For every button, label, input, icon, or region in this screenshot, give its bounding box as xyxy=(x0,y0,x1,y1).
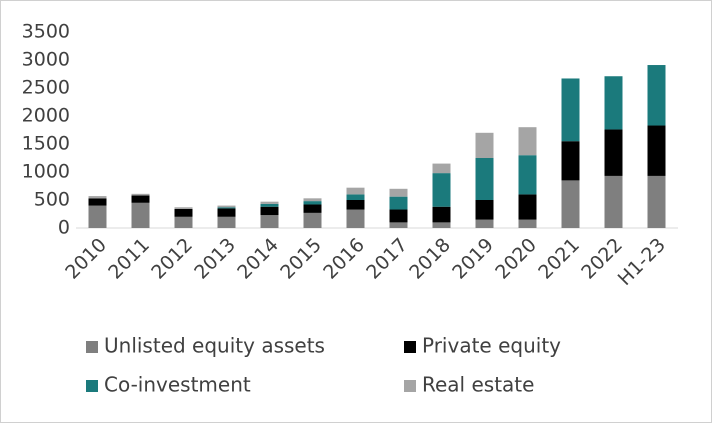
bar-segment xyxy=(647,125,666,176)
bar-segment xyxy=(346,194,365,200)
bar-segment xyxy=(346,187,365,195)
bar-segment xyxy=(303,198,322,202)
y-tick-label: 1500 xyxy=(22,133,70,155)
bar-segment xyxy=(217,207,236,209)
bar-segment xyxy=(303,204,322,213)
legend-label: Real estate xyxy=(422,373,534,397)
bar-segment xyxy=(303,212,322,228)
bar-segment xyxy=(432,222,451,228)
bar-segment xyxy=(88,198,107,206)
legend-label: Co-investment xyxy=(104,373,251,397)
bar-segment xyxy=(260,201,279,204)
bar-segment xyxy=(518,127,537,156)
y-tick-label: 500 xyxy=(34,189,70,211)
legend-swatch xyxy=(86,341,98,353)
y-tick-label: 3500 xyxy=(22,21,70,43)
bar-segment xyxy=(174,207,193,209)
bar-segment xyxy=(518,219,537,228)
bar-segment xyxy=(217,205,236,208)
y-tick-label: 3000 xyxy=(22,49,70,71)
bar-segment xyxy=(432,206,451,223)
bar-segment xyxy=(346,200,365,210)
bar-segment xyxy=(303,201,322,205)
y-tick-label: 2500 xyxy=(22,77,70,99)
bar-segment xyxy=(260,215,279,228)
bar-segment xyxy=(561,180,580,228)
bar-segment xyxy=(217,216,236,228)
y-tick-label: 0 xyxy=(58,217,70,239)
bar-segment xyxy=(475,158,494,200)
bar-segment xyxy=(174,216,193,228)
bar-segment xyxy=(88,205,107,228)
bar-segment xyxy=(389,222,408,228)
bar-segment xyxy=(346,209,365,228)
bar-segment xyxy=(604,129,623,176)
bar-segment xyxy=(518,194,537,220)
bar-segment xyxy=(174,208,193,217)
bar-segment xyxy=(561,141,580,181)
bar-segment xyxy=(475,132,494,158)
bar-segment xyxy=(88,196,107,199)
bar-segment xyxy=(260,206,279,216)
bar-segment xyxy=(647,175,666,228)
bar-segment xyxy=(389,209,408,223)
bar-segment xyxy=(131,195,150,203)
bar-segment xyxy=(475,200,494,220)
bar-segment xyxy=(389,196,408,210)
y-tick-label: 2000 xyxy=(22,105,70,127)
bar-segment xyxy=(561,78,580,142)
bar-segment xyxy=(389,188,408,197)
y-tick-label: 1000 xyxy=(22,161,70,183)
legend-swatch xyxy=(404,380,416,392)
bar-segment xyxy=(475,219,494,228)
bar-segment xyxy=(432,173,451,207)
legend-swatch xyxy=(86,380,98,392)
legend-swatch xyxy=(404,341,416,353)
bar-segment xyxy=(604,175,623,228)
legend-label: Private equity xyxy=(422,334,561,358)
bar-segment xyxy=(604,76,623,130)
bar-segment xyxy=(647,65,666,126)
bar-segment xyxy=(131,202,150,228)
bar-segment xyxy=(131,193,150,196)
legend-label: Unlisted equity assets xyxy=(104,334,325,358)
bar-segment xyxy=(518,155,537,195)
bar-segment xyxy=(260,203,279,207)
bar-segment xyxy=(217,208,236,217)
bar-segment xyxy=(432,163,451,174)
